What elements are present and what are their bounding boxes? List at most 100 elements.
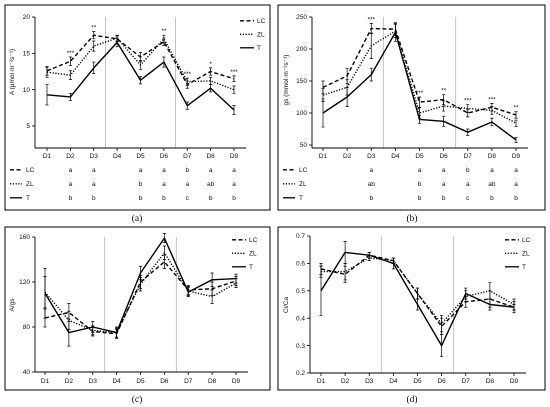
x-tick-label: D4 (391, 153, 400, 160)
error-bar-ZL (92, 40, 96, 52)
series-line-T (322, 31, 517, 141)
letter-mark: a (369, 167, 373, 174)
x-tick-label: D2 (65, 378, 74, 385)
y-axis-title: gs (mmol·m⁻²s⁻¹) (283, 55, 290, 106)
legend-label: ZL (249, 251, 257, 258)
letter-mark: b (442, 195, 446, 202)
letter-mark: b (69, 195, 73, 202)
x-tick-label: D7 (464, 153, 473, 160)
error-bar-T (45, 84, 49, 106)
panel-frame (277, 4, 546, 211)
letter-mark: a (185, 181, 189, 188)
letter-mark: a (232, 181, 236, 188)
letter-mark: b (209, 195, 213, 202)
letter-mark: a (209, 167, 213, 174)
panel-b: 50 100 150 200 250 D1 D2 D3 D4 D5 D6 D7 D8 D9 gs (mmol… (277, 4, 546, 224)
y-tick-label: 20 (23, 14, 31, 21)
x-tick-label: D1 (41, 378, 50, 385)
series-line-T (46, 41, 235, 111)
y-tick-label: 150 (296, 78, 307, 85)
x-tick-label: D5 (413, 378, 422, 385)
y-tick-label: 100 (296, 110, 307, 117)
x-tick-label: D8 (208, 378, 217, 385)
table-row-label: LC (299, 167, 308, 174)
letter-mark: a (92, 167, 96, 174)
error-bar-ZL (514, 119, 518, 127)
legend-label: ZL (522, 251, 530, 258)
y-tick-label: 0.4 (296, 315, 305, 322)
series-line-T (44, 237, 237, 334)
error-bar-T (232, 105, 236, 115)
y-tick-label: 80 (23, 324, 31, 331)
table-row-label: LC (26, 167, 35, 174)
letter-mark: ab (368, 181, 376, 188)
x-tick-label: D8 (486, 378, 495, 385)
letter-mark: a (139, 167, 143, 174)
x-tick-label: D2 (343, 153, 352, 160)
x-tick-label: D8 (488, 153, 497, 160)
letter-mark: b (92, 195, 96, 202)
significance-mark: ** (161, 28, 167, 35)
series-line-T (320, 251, 515, 347)
significance-mark: *** (416, 90, 424, 97)
x-tick-label: D1 (43, 153, 52, 160)
legend-label: T (249, 264, 253, 271)
x-tick-label: D3 (90, 153, 99, 160)
error-bar-T (43, 268, 47, 319)
letter-mark: a (514, 167, 518, 174)
x-tick-label: D4 (389, 378, 398, 385)
x-tick-label: D9 (232, 378, 241, 385)
x-tick-label: D2 (341, 378, 350, 385)
significance-mark: *** (230, 69, 238, 76)
x-tick-label: D1 (317, 378, 326, 385)
panel-label: (d) (406, 394, 417, 405)
panel-d: 0.2 0.3 0.4 0.5 0.6 0.7 D1 D2 D3 D4 D5 D6 D7 D8 D9 Ci/C… (277, 226, 546, 405)
legend-label: T (257, 45, 261, 52)
panel-frame (277, 226, 546, 391)
letter-mark: a (69, 167, 73, 174)
y-tick-label: 0.7 (296, 233, 305, 240)
letter-mark: a (514, 181, 518, 188)
significance-mark: *** (464, 98, 472, 105)
error-bar-ZL (442, 100, 446, 112)
panel-c: 40 80 120 160 D1 D2 D3 D4 D5 D6 D7 D8 D9 A/gs LC ZL T (c) (4, 226, 271, 405)
x-tick-label: D5 (415, 153, 424, 160)
letter-mark: a (162, 181, 166, 188)
series-line-ZL (44, 252, 237, 334)
x-tick-label: D4 (112, 378, 121, 385)
y-tick-label: 0.6 (296, 261, 305, 268)
error-bar-LC (514, 111, 518, 119)
series-line-LC (46, 34, 235, 86)
y-tick-label: 0.2 (296, 370, 305, 377)
x-tick-label: D8 (206, 153, 215, 160)
x-tick-label: D4 (113, 153, 122, 160)
letter-mark: b (466, 167, 470, 174)
x-tick-label: D6 (160, 378, 169, 385)
letter-mark: c (466, 195, 470, 202)
letter-mark: b (490, 195, 494, 202)
letter-mark: b (185, 167, 189, 174)
significance-mark: *** (183, 71, 191, 78)
error-bar-ZL (162, 34, 166, 43)
panel-label: (b) (406, 213, 417, 224)
legend-label: LC (249, 237, 258, 244)
panel-frame (4, 4, 271, 211)
significance-mark: * (209, 61, 212, 68)
series-line-ZL (46, 37, 235, 91)
x-tick-label: D6 (439, 153, 448, 160)
letter-mark: a (442, 167, 446, 174)
panel-a: 5 10 15 20 D1 D2 D3 D4 D5 D6 D7 D8 D9 A (μmol·m⁻²s⁻¹)… (4, 4, 271, 224)
error-bar-ZL (415, 287, 420, 300)
significance-mark: *** (67, 50, 75, 57)
y-axis-title: A/gs (9, 298, 16, 312)
y-tick-label: 10 (23, 87, 31, 94)
letter-mark: a (69, 181, 73, 188)
x-tick-label: D3 (89, 378, 98, 385)
x-tick-label: D7 (183, 153, 192, 160)
table-row-label: T (299, 195, 303, 202)
y-tick-label: 0.5 (296, 288, 305, 295)
letter-mark: a (418, 167, 422, 174)
significance-mark: ** (441, 87, 447, 94)
significance-mark: ** (91, 25, 97, 32)
